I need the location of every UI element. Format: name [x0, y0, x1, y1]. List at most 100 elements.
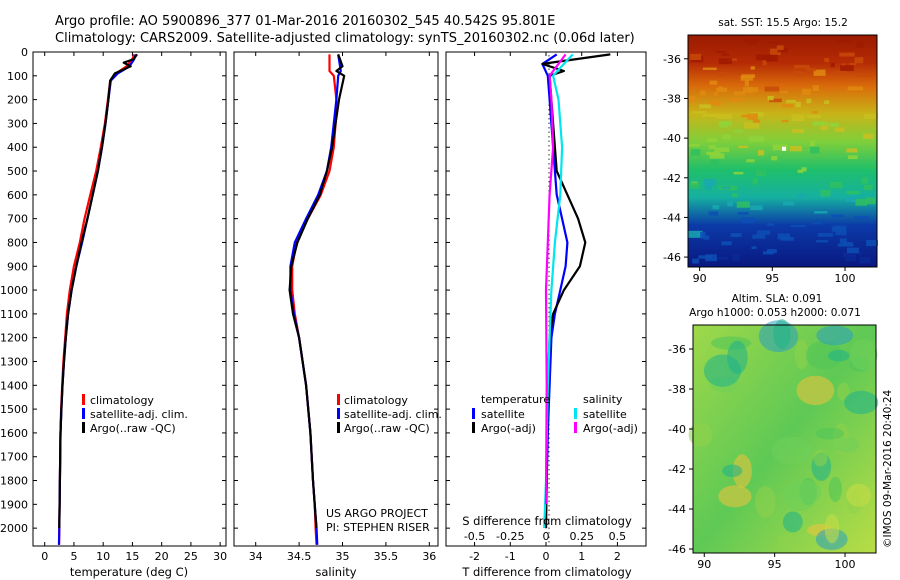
sst-patch — [738, 145, 749, 148]
sst-patch — [812, 121, 827, 126]
salinity-series — [288, 54, 346, 545]
sla-eddy — [732, 454, 752, 488]
depth-tick-label: 1400 — [0, 379, 28, 392]
sst-patch — [699, 104, 711, 109]
series-line-3 — [288, 54, 346, 529]
sst-patch — [835, 228, 847, 236]
temperature-axes — [32, 51, 227, 547]
sst-patch — [839, 238, 847, 244]
sst-patch — [688, 230, 703, 238]
sst-patch — [857, 74, 873, 78]
difference-depth-ticks — [446, 51, 646, 529]
legend-swatch-argo — [337, 422, 340, 433]
sst-patch — [718, 58, 732, 65]
sst-patch — [791, 114, 805, 121]
sst-patch — [814, 211, 828, 214]
legend-swatch-satellite — [337, 408, 340, 419]
sst-patch — [688, 95, 696, 103]
sst-patch — [833, 225, 847, 229]
sst-patch — [764, 86, 780, 92]
s-diff-tick-label: -0.25 — [496, 530, 524, 543]
sst-patch — [756, 230, 771, 235]
sst-patch — [843, 242, 853, 245]
depth-tick-label: 1300 — [0, 355, 28, 368]
x-tick-label: 34.5 — [287, 550, 312, 563]
sst-patch — [846, 247, 859, 254]
sst-patch — [688, 182, 700, 189]
legend-label-climatology: climatology — [344, 394, 408, 407]
legend-label-s-satellite: satellite — [583, 408, 627, 421]
legend-label-s-argo: Argo(-adj) — [583, 422, 638, 435]
sst-patch — [752, 119, 760, 123]
sst-patch — [776, 166, 782, 169]
sst-patch — [736, 201, 750, 208]
depth-tick-label: 100 — [7, 70, 28, 83]
sst-patch — [790, 225, 806, 228]
sst-patch — [856, 42, 864, 48]
t-difference-x-label: T difference from climatology — [461, 565, 632, 579]
legend-label-satellite: satellite-adj. clim. — [90, 408, 188, 421]
sst-patch — [747, 113, 758, 120]
sst-patch — [758, 150, 765, 156]
sst-patch — [746, 159, 755, 163]
difference-panel: -2 -1 0 1 2 -0.5 -0.25 0 0.25 0.5 T difference f… — [445, 51, 647, 579]
sst-patch — [846, 148, 858, 153]
sla-map-frame — [692, 324, 877, 554]
sla-eddy — [837, 382, 850, 401]
sst-patch — [743, 87, 758, 93]
temperature-x-label: temperature (deg C) — [70, 565, 188, 579]
sst-patch — [794, 71, 802, 76]
sla-eddy — [805, 340, 843, 370]
sst-patch — [729, 97, 743, 102]
temperature-x-ticks: 0 5 10 15 20 25 30 — [41, 52, 227, 563]
sst-patch — [713, 92, 718, 96]
map-x-tick-label: 90 — [693, 272, 707, 285]
sst-patch — [704, 179, 716, 186]
salinity-legend: climatology satellite-adj. clim. Argo(..… — [337, 394, 442, 435]
series-line-3 — [58, 53, 138, 529]
sla-eddy — [849, 338, 878, 371]
sst-patch — [690, 53, 702, 60]
sla-eddy — [828, 349, 850, 362]
map-y-tick-label: -42 — [668, 463, 686, 476]
difference-series — [541, 53, 611, 529]
sst-patch — [732, 234, 740, 237]
x-tick-label: -1 — [505, 550, 516, 563]
sla-eddy — [816, 325, 854, 346]
figure-title-line1: Argo profile: AO 5900896_377 01-Mar-2016… — [55, 14, 555, 29]
sla-x-ticks: 90 95 100 — [697, 553, 856, 571]
sst-patch — [755, 169, 767, 176]
x-tick-label: 10 — [96, 550, 110, 563]
sst-profile-marker — [782, 146, 786, 151]
x-tick-label: 1 — [578, 550, 585, 563]
sst-patch — [865, 197, 876, 205]
sst-patch — [740, 76, 754, 81]
sst-patch — [862, 165, 877, 169]
depth-tick-label: 1600 — [0, 427, 28, 440]
sst-patch — [863, 133, 874, 139]
sst-patch — [712, 205, 720, 210]
sst-patch — [824, 58, 830, 63]
x-tick-label: 0 — [41, 550, 48, 563]
map-y-tick-label: -36 — [663, 53, 681, 66]
sst-patch — [848, 155, 858, 160]
sst-patch — [815, 240, 828, 243]
sst-x-ticks: 90 95 100 — [693, 267, 856, 285]
x-tick-label: 2 — [614, 550, 621, 563]
sst-patch — [801, 167, 807, 172]
sst-patch — [688, 144, 701, 147]
sst-patch — [751, 246, 757, 249]
salinity-panel: 34 34.5 35 35.5 36 salinity climatology sate… — [233, 51, 442, 579]
sst-patch — [700, 231, 706, 239]
temperature-legend: climatology satellite-adj. clim. Argo(..… — [82, 394, 188, 435]
legend-label-climatology: climatology — [90, 394, 154, 407]
sst-patch — [797, 193, 806, 198]
sst-map-title: sat. SST: 15.5 Argo: 15.2 — [718, 17, 848, 29]
sst-patch — [855, 251, 863, 255]
legend-label-argo: Argo(..raw -QC) — [90, 422, 176, 435]
sst-patch — [763, 251, 774, 255]
map-x-tick-label: 100 — [835, 558, 856, 571]
sst-patch — [792, 128, 804, 133]
map-x-tick-label: 90 — [697, 558, 711, 571]
